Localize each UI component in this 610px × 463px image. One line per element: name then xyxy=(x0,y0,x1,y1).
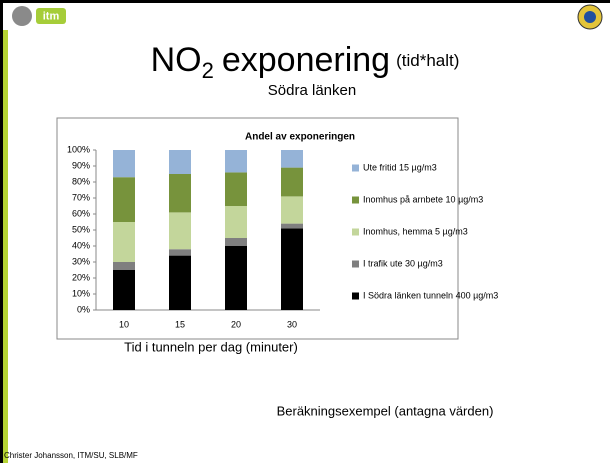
bar-segment xyxy=(113,177,135,222)
title-sub: 2 xyxy=(202,58,214,83)
bar-segment xyxy=(225,150,247,173)
x-axis-label: Tid i tunneln per dag (minuter) xyxy=(124,339,298,354)
bar-segment xyxy=(113,222,135,262)
bar-segment xyxy=(281,167,303,197)
bar-segment xyxy=(225,246,247,310)
legend-swatch xyxy=(352,228,359,236)
bar-segment xyxy=(113,150,135,178)
plot: 0% 10% 20% 30% 40% 50% 60% 70% 80% 90% 100% 10 15 20 3… xyxy=(67,144,498,329)
bar-segment xyxy=(169,212,191,250)
y-tick-label: 90% xyxy=(72,160,90,170)
bar-segment xyxy=(281,228,303,310)
footer-note: Beräkningsexempel (antagna värden) xyxy=(277,403,494,418)
legend-label: Ute fritid 15 µg/m3 xyxy=(363,162,437,172)
title-note: (tid*halt) xyxy=(396,51,459,70)
bar-segment xyxy=(169,174,191,213)
y-tick-label: 50% xyxy=(72,224,90,234)
logo-box xyxy=(36,8,66,24)
left-border xyxy=(0,0,3,463)
legend-label: I trafik ute 30 µg/m3 xyxy=(363,258,443,268)
bar-segment xyxy=(225,206,247,238)
bar-segment xyxy=(113,270,135,310)
title-main: NO xyxy=(151,41,202,79)
bar-segment xyxy=(169,255,191,310)
slide-title: NO2 exponering (tid*halt) xyxy=(151,41,460,83)
y-tick-label: 30% xyxy=(72,256,90,266)
bar-segment xyxy=(225,172,247,206)
x-tick-label: 20 xyxy=(231,319,241,329)
title-rest: exponering xyxy=(222,41,390,79)
x-label-bg xyxy=(100,340,322,356)
legend-label: Inomhus, hemma 5 µg/m3 xyxy=(363,226,468,236)
legend-swatch xyxy=(352,164,359,172)
slide-subtitle: Södra länken xyxy=(268,82,356,99)
bar-segment xyxy=(169,249,191,256)
legend-swatch xyxy=(352,196,359,204)
bar-segment xyxy=(281,223,303,229)
left-strip xyxy=(3,30,8,463)
bar-segment xyxy=(281,150,303,168)
legend-label: Inomhus på arnbete 10 µg/m3 xyxy=(363,194,483,204)
y-tick-label: 100% xyxy=(67,144,90,154)
bar-segment xyxy=(113,262,135,270)
y-tick-label: 80% xyxy=(72,176,90,186)
y-tick-label: 60% xyxy=(72,208,90,218)
logo-icon xyxy=(12,6,32,26)
author: Christer Johansson, ITM/SU, SLB/MF xyxy=(4,451,138,460)
y-tick-label: 40% xyxy=(72,240,90,250)
crest-inner xyxy=(584,11,596,23)
y-tick-label: 20% xyxy=(72,272,90,282)
legend-swatch xyxy=(352,260,359,268)
x-tick-label: 30 xyxy=(287,319,297,329)
legend-swatch xyxy=(352,292,359,300)
chart-title: Andel av exponeringen xyxy=(245,132,355,143)
y-tick-label: 10% xyxy=(72,288,90,298)
logo-text: itm xyxy=(43,10,60,22)
x-tick-label: 15 xyxy=(175,319,185,329)
bar-segment xyxy=(225,238,247,246)
bar-segment xyxy=(169,150,191,174)
y-tick-label: 70% xyxy=(72,192,90,202)
top-border xyxy=(0,0,610,3)
legend-label: I Södra länken tunneln 400 µg/m3 xyxy=(363,290,498,300)
bar-segment xyxy=(281,196,303,224)
x-tick-label: 10 xyxy=(119,319,129,329)
y-tick-label: 0% xyxy=(77,304,90,314)
